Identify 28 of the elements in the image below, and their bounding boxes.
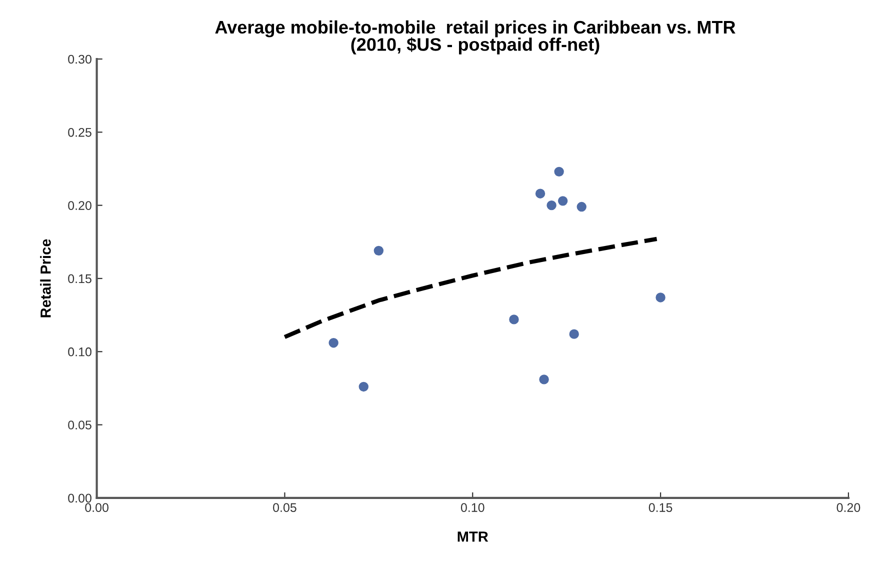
point [656,292,666,302]
point [539,374,549,384]
point [569,329,579,339]
y-tick-label: 0.05 [68,420,92,430]
x-tick-label: 0.05 [273,503,296,512]
point [535,188,546,198]
y-tick-label: 0.00 [68,494,92,503]
y-axis-title: Retail Price [40,239,51,318]
point [576,202,586,212]
point [328,338,338,348]
point [509,314,519,324]
point [554,166,564,177]
y-tick-label: 0.25 [68,128,92,137]
point [358,382,368,392]
y-tick-label: 0.20 [68,201,92,210]
x-axis-title: MTR [458,532,488,542]
y-tick-label: 0.15 [68,274,92,284]
x-tick-label: 0.10 [460,503,484,512]
x-tick-label: 0.20 [836,503,860,512]
x-tick-label: 0.15 [648,503,672,512]
y-tick-label: 0.10 [68,347,92,356]
point [374,246,384,256]
point [546,200,556,210]
point [558,196,568,206]
x-tick-label: 0.00 [85,503,108,512]
y-tick-label: 0.30 [68,54,92,64]
line-series [282,236,659,340]
chart-title: Average mobile-to-mobile retail prices in Caribbean vs. MTR (2010, $US - postpaid off-net) [215,20,736,54]
